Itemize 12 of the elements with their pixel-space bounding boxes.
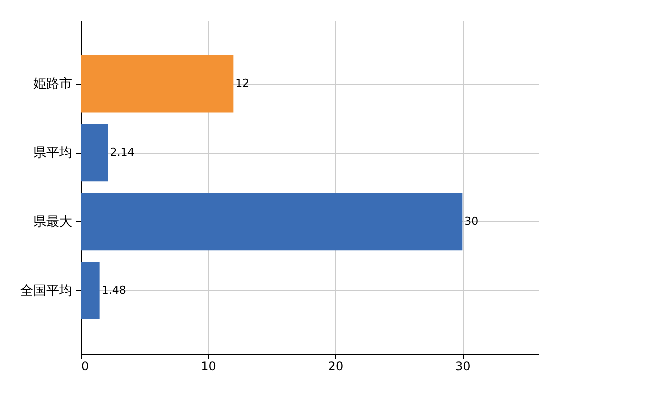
x-tick-label: 10	[201, 360, 216, 374]
x-tick-label: 0	[82, 360, 90, 374]
x-tick-label: 20	[328, 360, 344, 374]
data-label: 12	[236, 77, 250, 90]
y-tick-label: 全国平均	[20, 284, 72, 299]
y-tick-label: 県平均	[34, 146, 72, 162]
x-tick-label: 30	[456, 360, 471, 374]
y-tick-label: 県最大	[34, 214, 72, 230]
data-label: 2.14	[110, 146, 135, 160]
y-tick-label: 姫路市	[34, 77, 72, 92]
data-label: 1.48	[102, 284, 126, 297]
data-label: 30	[464, 214, 479, 228]
